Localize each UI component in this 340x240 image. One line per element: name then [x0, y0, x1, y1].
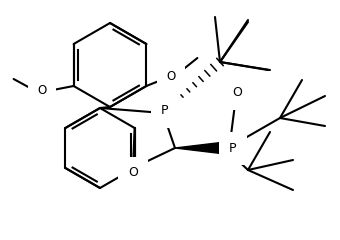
Text: O: O — [232, 86, 242, 100]
Text: O: O — [37, 84, 46, 97]
Polygon shape — [175, 142, 225, 154]
Text: O: O — [128, 167, 138, 180]
Text: P: P — [161, 104, 169, 118]
Text: O: O — [167, 70, 176, 83]
Text: P: P — [229, 142, 237, 155]
